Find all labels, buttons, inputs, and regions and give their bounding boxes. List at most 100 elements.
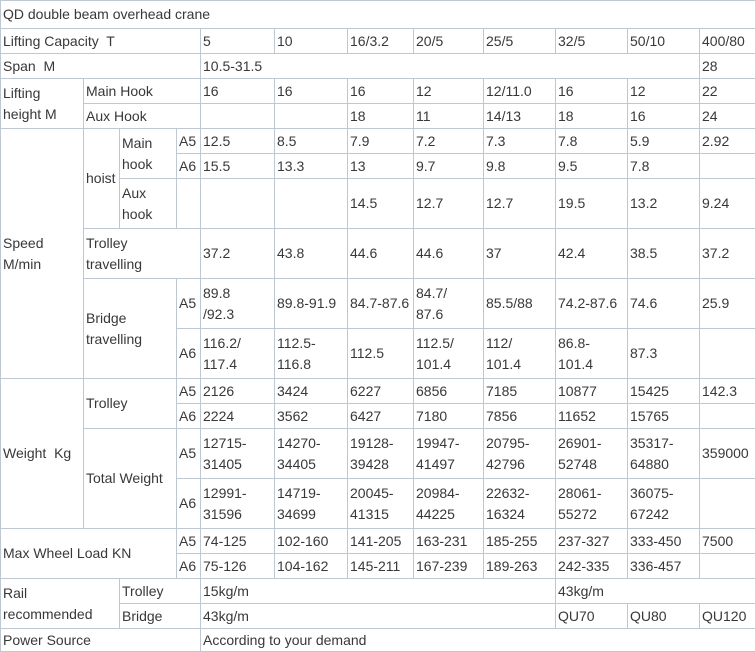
label-a6: A6 [177,329,201,379]
height-cell: 12 [628,79,700,104]
height-cell [275,104,348,129]
weight-cell: 28061- 55272 [556,479,628,529]
speed-cell: 89.8-91.9 [275,279,348,329]
speed-cell [700,154,755,179]
speed-cell: 2.92 [700,129,755,154]
speed-cell: 44.6 [414,229,484,279]
weight-cell [700,404,755,429]
label-main-hook: Main Hook [84,79,201,104]
label-a5: A5 [177,279,201,329]
capacity-cell: 32/5 [556,29,628,54]
speed-cell: 7.9 [348,129,414,154]
capacity-cell: 5 [201,29,275,54]
label-trolley-travelling: Trolley travelling [84,229,201,279]
label-rail-trolley: Trolley [120,579,201,604]
speed-cell: 9.5 [556,154,628,179]
table-row: Lifting Capacity T 5 10 16/3.2 20/5 25/5… [1,29,755,54]
wheel-cell: 163-231 [414,529,484,554]
height-cell: 18 [348,104,414,129]
weight-cell: 142.3 [700,379,755,404]
weight-cell: 11652 [556,404,628,429]
label-bridge-travelling: Bridge travelling [84,279,177,379]
rail-cell: 43kg/m [556,579,755,604]
table-row: Trolley travelling 37.2 43.8 44.6 44.6 3… [1,229,755,279]
weight-cell: 3562 [275,404,348,429]
label-lifting-height: Lifting height M [1,79,84,129]
speed-cell: 7.2 [414,129,484,154]
speed-cell: 89.8 /92.3 [201,279,275,329]
weight-cell: 26901- 52748 [556,429,628,479]
table-row: Weight Kg Trolley A5 2126 3424 6227 6856… [1,379,755,404]
weight-cell: 6227 [348,379,414,404]
speed-cell: 37.2 [201,229,275,279]
weight-cell: 2126 [201,379,275,404]
speed-cell: 112.5- 116.8 [275,329,348,379]
height-cell: 16 [348,79,414,104]
table-title: QD double beam overhead crane [1,1,755,29]
label-speed-main-hook: Main hook [120,129,177,179]
speed-cell: 15.5 [201,154,275,179]
weight-cell: 20045- 41315 [348,479,414,529]
table-row: Bridge travelling A5 89.8 /92.3 89.8-91.… [1,279,755,329]
height-cell: 16 [275,79,348,104]
weight-cell: 6427 [348,404,414,429]
empty-cell [177,179,201,229]
weight-cell: 19947- 41497 [414,429,484,479]
speed-cell: 37 [484,229,556,279]
speed-cell: 19.5 [556,179,628,229]
height-cell: 11 [414,104,484,129]
speed-cell: 14.5 [348,179,414,229]
weight-cell: 12715- 31405 [201,429,275,479]
weight-cell: 12991- 31596 [201,479,275,529]
wheel-cell: 167-239 [414,554,484,579]
label-lifting-capacity: Lifting Capacity T [1,29,201,54]
speed-cell: 7.3 [484,129,556,154]
speed-cell: 12.5 [201,129,275,154]
label-speed-aux-hook: Aux hook [120,179,177,229]
speed-cell: 44.6 [348,229,414,279]
label-speed: Speed M/min [1,129,84,379]
weight-cell: 20795- 42796 [484,429,556,479]
height-cell: 16 [556,79,628,104]
label-a6: A6 [177,404,201,429]
speed-cell: 116.2/ 117.4 [201,329,275,379]
capacity-cell: 25/5 [484,29,556,54]
label-rail-recommended: Rail recommended [1,579,120,629]
table-row: Max Wheel Load KN A5 74-125 102-160 141-… [1,529,755,554]
speed-cell: 42.4 [556,229,628,279]
capacity-cell: 50/10 [628,29,700,54]
rail-cell: QU80 [628,604,700,629]
label-a6: A6 [177,154,201,179]
label-total-weight: Total Weight [84,429,177,529]
label-power-source: Power Source [1,629,201,652]
speed-cell: 7.8 [628,154,700,179]
speed-cell: 86.8- 101.4 [556,329,628,379]
speed-cell: 112.5 [348,329,414,379]
speed-cell: 87.3 [628,329,700,379]
speed-cell: 43.8 [275,229,348,279]
table-row: Aux Hook 18 11 14/13 18 16 24 [1,104,755,129]
weight-cell: 7180 [414,404,484,429]
table-row: Total Weight A5 12715- 31405 14270- 3440… [1,429,755,479]
speed-cell: 9.7 [414,154,484,179]
speed-cell: 84.7-87.6 [348,279,414,329]
wheel-cell: 242-335 [556,554,628,579]
speed-cell: 112.5/ 101.4 [414,329,484,379]
wheel-cell: 189-263 [484,554,556,579]
weight-cell: 6856 [414,379,484,404]
speed-cell: 8.5 [275,129,348,154]
speed-cell: 13 [348,154,414,179]
speed-cell: 13.3 [275,154,348,179]
table-row: Span M 10.5-31.5 28 [1,54,755,79]
weight-cell: 3424 [275,379,348,404]
table-row: Rail recommended Trolley 15kg/m 43kg/m [1,579,755,604]
wheel-cell: 74-125 [201,529,275,554]
weight-cell: 36075- 67242 [628,479,700,529]
speed-cell [275,179,348,229]
rail-cell: QU120 [700,604,755,629]
height-cell: 14/13 [484,104,556,129]
speed-cell: 9.8 [484,154,556,179]
speed-cell: 37.2 [700,229,755,279]
label-a6: A6 [177,479,201,529]
weight-cell: 10877 [556,379,628,404]
